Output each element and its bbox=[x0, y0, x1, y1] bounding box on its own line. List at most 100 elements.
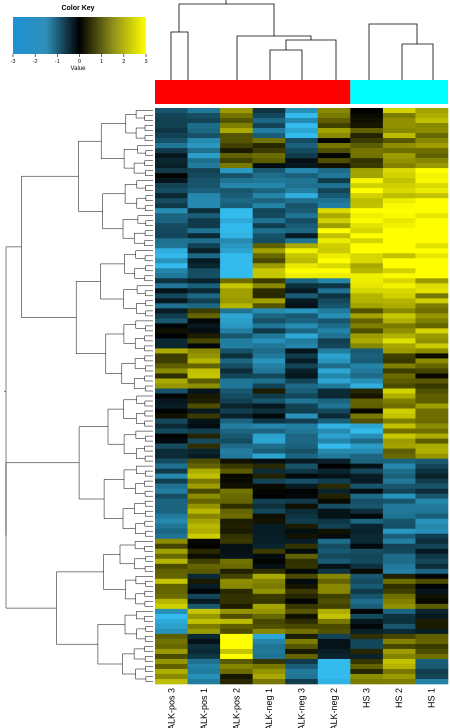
heatmap-cell bbox=[155, 228, 188, 234]
heatmap-cell bbox=[252, 618, 286, 625]
heatmap-cell bbox=[155, 178, 188, 184]
heatmap-cell bbox=[350, 463, 384, 469]
heatmap-cell bbox=[285, 253, 319, 259]
heatmap-cell bbox=[415, 668, 449, 675]
heatmap-cell bbox=[252, 443, 286, 449]
heatmap-cell bbox=[285, 478, 319, 484]
heatmap-cell bbox=[317, 638, 351, 645]
heatmap-cell bbox=[382, 393, 416, 399]
heatmap-cell bbox=[220, 463, 253, 469]
row-dendrogram-branch bbox=[105, 333, 124, 374]
heatmap-cell bbox=[285, 398, 319, 404]
heatmap-cell bbox=[350, 323, 384, 329]
heatmap-cell bbox=[252, 473, 286, 479]
heatmap-cell bbox=[350, 338, 384, 344]
heatmap-cell bbox=[155, 648, 188, 655]
heatmap-cell bbox=[187, 183, 221, 189]
heatmap-cell bbox=[415, 428, 449, 434]
heatmap-cell bbox=[187, 228, 221, 234]
heatmap-cell bbox=[285, 358, 319, 364]
heatmap-cell bbox=[155, 673, 188, 680]
row-dendrogram-branch bbox=[145, 365, 153, 372]
heatmap-cell bbox=[317, 298, 351, 304]
heatmap-cell bbox=[220, 678, 253, 685]
heatmap-cell bbox=[382, 158, 416, 164]
heatmap-cell bbox=[252, 248, 286, 254]
heatmap-cell bbox=[285, 268, 319, 274]
heatmap-cell bbox=[317, 138, 351, 144]
heatmap-cell bbox=[317, 443, 351, 449]
heatmap-cell bbox=[220, 483, 253, 489]
heatmap-cell bbox=[415, 108, 449, 114]
heatmap-cell bbox=[415, 218, 449, 224]
heatmap-cell bbox=[350, 138, 384, 144]
heatmap-cell bbox=[285, 538, 319, 545]
heatmap-cell bbox=[285, 343, 319, 349]
heatmap-cell bbox=[285, 648, 319, 655]
heatmap-cell bbox=[350, 393, 384, 399]
heatmap-cell bbox=[285, 283, 319, 289]
heatmap-cell bbox=[317, 293, 351, 299]
heatmap-cell bbox=[317, 318, 351, 324]
heatmap-cell bbox=[252, 613, 286, 620]
heatmap-cell bbox=[285, 593, 319, 600]
heatmap-cell bbox=[317, 488, 351, 494]
heatmap-cell bbox=[350, 218, 384, 224]
heatmap-cell bbox=[187, 583, 221, 590]
heatmap-cell bbox=[252, 463, 286, 469]
heatmap-cell bbox=[155, 613, 188, 620]
heatmap-cell bbox=[187, 313, 221, 319]
heatmap-cell bbox=[415, 398, 449, 404]
heatmap-cell bbox=[220, 298, 253, 304]
heatmap-cell bbox=[220, 353, 253, 359]
heatmap-cell bbox=[317, 273, 351, 279]
heatmap-cell bbox=[382, 198, 416, 204]
heatmap-cell bbox=[317, 158, 351, 164]
heatmap-cell bbox=[252, 533, 286, 540]
heatmap-cell bbox=[415, 638, 449, 645]
heatmap-cell bbox=[187, 463, 221, 469]
heatmap-cell bbox=[155, 438, 188, 444]
heatmap-cell bbox=[155, 413, 188, 419]
heatmap-cell bbox=[252, 528, 286, 535]
heatmap-cell bbox=[317, 398, 351, 404]
heatmap-cell bbox=[317, 468, 351, 474]
row-dendrogram-branch bbox=[136, 180, 153, 189]
heatmap-cell bbox=[382, 233, 416, 239]
heatmap-cell bbox=[415, 453, 449, 459]
heatmap-cell bbox=[415, 598, 449, 605]
heatmap-cell bbox=[187, 323, 221, 329]
heatmap-cell bbox=[155, 398, 188, 404]
row-dendrogram-branch bbox=[123, 434, 137, 454]
heatmap-cell bbox=[220, 163, 253, 169]
heatmap-cell bbox=[187, 403, 221, 409]
heatmap-cell bbox=[317, 223, 351, 229]
heatmap-cell bbox=[285, 498, 319, 504]
heatmap-cell bbox=[187, 128, 221, 134]
heatmap-cell bbox=[220, 448, 253, 454]
heatmap-cell bbox=[285, 383, 319, 389]
heatmap-cell bbox=[350, 588, 384, 595]
heatmap-cell bbox=[252, 448, 286, 454]
heatmap-cell bbox=[317, 523, 351, 530]
heatmap-cell bbox=[382, 498, 416, 504]
heatmap-cell bbox=[350, 283, 384, 289]
heatmap-cell bbox=[285, 428, 319, 434]
heatmap-cell bbox=[415, 443, 449, 449]
heatmap-cell bbox=[382, 328, 416, 334]
heatmap-cell bbox=[155, 633, 188, 640]
heatmap-cell bbox=[317, 483, 351, 489]
heatmap-cell bbox=[220, 573, 253, 580]
heatmap-cell bbox=[187, 593, 221, 600]
heatmap-cell bbox=[317, 153, 351, 159]
heatmap-cell bbox=[252, 283, 286, 289]
heatmap-cell bbox=[350, 413, 384, 419]
heatmap-cell bbox=[415, 418, 449, 424]
row-dendrogram-branch bbox=[144, 646, 153, 652]
column-group-bar bbox=[155, 80, 448, 104]
heatmap-cell bbox=[350, 423, 384, 429]
heatmap-cell bbox=[187, 598, 221, 605]
heatmap-cell bbox=[317, 253, 351, 259]
heatmap-cell bbox=[317, 593, 351, 600]
heatmap-cell bbox=[220, 638, 253, 645]
